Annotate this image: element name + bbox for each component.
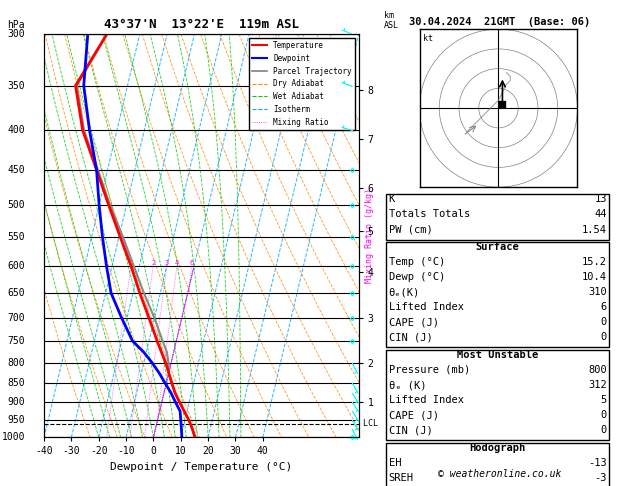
Text: 350: 350: [8, 81, 25, 91]
Text: 6: 6: [189, 260, 194, 266]
Text: 1.54: 1.54: [582, 225, 607, 235]
Text: 44: 44: [594, 209, 607, 220]
Text: SREH: SREH: [389, 473, 414, 483]
Text: Most Unstable: Most Unstable: [457, 350, 538, 360]
Text: 850: 850: [8, 378, 25, 388]
Text: 950: 950: [8, 415, 25, 425]
Text: © weatheronline.co.uk: © weatheronline.co.uk: [438, 469, 562, 479]
Text: 500: 500: [8, 200, 25, 210]
Text: 310: 310: [588, 287, 607, 297]
Text: 2: 2: [151, 260, 155, 266]
Text: 600: 600: [8, 261, 25, 271]
Text: 650: 650: [8, 288, 25, 298]
Text: km
ASL: km ASL: [384, 11, 399, 30]
Text: 0: 0: [601, 317, 607, 328]
Text: 312: 312: [588, 380, 607, 390]
Text: Dewp (°C): Dewp (°C): [389, 272, 445, 282]
Text: 1: 1: [129, 260, 133, 266]
Text: 5: 5: [601, 395, 607, 405]
Text: 0: 0: [601, 332, 607, 343]
Text: 750: 750: [8, 336, 25, 346]
Text: hPa: hPa: [8, 20, 25, 30]
Text: 800: 800: [8, 358, 25, 367]
Text: θₑ (K): θₑ (K): [389, 380, 426, 390]
Text: kt: kt: [423, 34, 433, 43]
Text: 400: 400: [8, 125, 25, 136]
Text: θₑ(K): θₑ(K): [389, 287, 420, 297]
Text: 10.4: 10.4: [582, 272, 607, 282]
Text: CAPE (J): CAPE (J): [389, 410, 438, 420]
Text: 800: 800: [588, 365, 607, 375]
Text: PW (cm): PW (cm): [389, 225, 433, 235]
Text: 0: 0: [601, 425, 607, 435]
Text: 450: 450: [8, 165, 25, 175]
Text: 900: 900: [8, 397, 25, 407]
Text: CIN (J): CIN (J): [389, 332, 433, 343]
Text: 700: 700: [8, 313, 25, 323]
Text: Lifted Index: Lifted Index: [389, 302, 464, 312]
Text: Totals Totals: Totals Totals: [389, 209, 470, 220]
Text: 13: 13: [594, 194, 607, 205]
Text: LCL: LCL: [358, 419, 377, 428]
Text: CIN (J): CIN (J): [389, 425, 433, 435]
X-axis label: Dewpoint / Temperature (°C): Dewpoint / Temperature (°C): [110, 462, 292, 472]
Text: 550: 550: [8, 232, 25, 242]
Text: -3: -3: [594, 473, 607, 483]
Text: 4: 4: [175, 260, 179, 266]
Text: 15.2: 15.2: [582, 257, 607, 267]
Text: Surface: Surface: [476, 242, 519, 252]
Text: Mixing Ratio (g/kg): Mixing Ratio (g/kg): [365, 188, 374, 283]
Text: Pressure (mb): Pressure (mb): [389, 365, 470, 375]
Text: 6: 6: [601, 302, 607, 312]
Text: 30.04.2024  21GMT  (Base: 06): 30.04.2024 21GMT (Base: 06): [409, 17, 591, 27]
Text: 0: 0: [601, 410, 607, 420]
Title: 43°37'N  13°22'E  119m ASL: 43°37'N 13°22'E 119m ASL: [104, 18, 299, 32]
Text: Lifted Index: Lifted Index: [389, 395, 464, 405]
Text: 300: 300: [8, 29, 25, 39]
Text: Hodograph: Hodograph: [469, 443, 525, 453]
Text: 3: 3: [165, 260, 169, 266]
Text: EH: EH: [389, 458, 401, 468]
Text: Temp (°C): Temp (°C): [389, 257, 445, 267]
Text: CAPE (J): CAPE (J): [389, 317, 438, 328]
Text: -13: -13: [588, 458, 607, 468]
Text: 1000: 1000: [2, 433, 25, 442]
Text: K: K: [389, 194, 395, 205]
Legend: Temperature, Dewpoint, Parcel Trajectory, Dry Adiabat, Wet Adiabat, Isotherm, Mi: Temperature, Dewpoint, Parcel Trajectory…: [248, 38, 355, 130]
